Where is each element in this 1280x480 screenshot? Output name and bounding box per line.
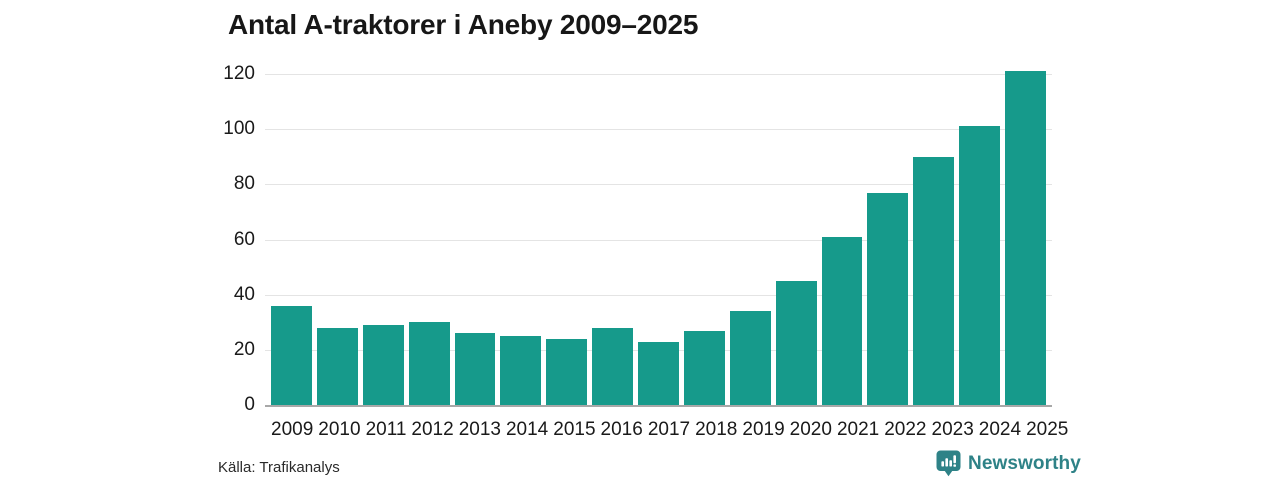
chart-title: Antal A-traktorer i Aneby 2009–2025 [228, 9, 699, 40]
x-tick-label-2016: 2016 [600, 419, 643, 440]
x-tick-label-2012: 2012 [411, 419, 454, 440]
plot-area [265, 71, 1052, 405]
source-note: Källa: Trafikanalys [218, 459, 340, 476]
gridline-120 [265, 74, 1052, 75]
bar-2015 [546, 338, 588, 405]
bar-2017 [638, 341, 679, 405]
x-tick-label-2013: 2013 [458, 419, 501, 440]
x-tick-label-2014: 2014 [505, 419, 549, 440]
x-tick-label-2020: 2020 [789, 419, 832, 440]
bar-2021 [821, 236, 863, 405]
x-tick-label-2023: 2023 [931, 419, 974, 440]
bar-2020 [775, 280, 817, 405]
bar-2025 [1005, 71, 1046, 405]
y-tick-label-60: 60 [233, 228, 255, 250]
bar-2022 [867, 192, 909, 405]
brand-logo: Newsworthy [936, 450, 1081, 477]
y-tick-label-80: 80 [233, 173, 255, 195]
x-tick-label-2011: 2011 [365, 419, 407, 440]
bar-2018 [683, 330, 725, 405]
bar-2023 [913, 156, 955, 405]
bar-2011 [362, 325, 404, 405]
bars-layer [265, 71, 1052, 405]
bar-2016 [592, 327, 633, 405]
gridline-80 [265, 184, 1052, 186]
x-axis: 2009 2010 2011 2012 2013 2014 2015 2016 2017 2018… [265, 418, 1068, 442]
bar-2012 [408, 322, 450, 405]
gridline-100 [265, 129, 1052, 131]
y-tick-label-20: 20 [233, 338, 255, 360]
newsworthy-logo-icon [936, 450, 961, 477]
x-tick-label-2009: 2009 [271, 419, 314, 440]
gridline-60 [265, 239, 1052, 241]
x-tick-label-2015: 2015 [553, 419, 596, 440]
y-tick-label-120: 120 [223, 63, 255, 84]
x-tick-label-2010: 2010 [318, 419, 361, 440]
bar-2010 [316, 327, 358, 405]
gridline-40 [265, 294, 1052, 296]
x-tick-label-2021: 2021 [836, 419, 880, 440]
x-tick-label-2018: 2018 [695, 419, 738, 440]
bar-2009 [271, 305, 312, 405]
x-tick-label-2024: 2024 [978, 419, 1022, 440]
brand-name: Newsworthy [968, 452, 1081, 474]
x-axis-line [265, 405, 1052, 407]
y-tick-label-40: 40 [233, 283, 255, 305]
x-tick-label-2022: 2022 [884, 419, 927, 440]
bar-2014 [500, 336, 542, 405]
x-tick-label-2017: 2017 [647, 419, 691, 440]
bar-2024 [959, 126, 1000, 405]
bar-2019 [729, 311, 771, 405]
y-tick-label-0: 0 [244, 394, 255, 415]
y-tick-label-100: 100 [223, 118, 255, 140]
x-tick-label-2025: 2025 [1026, 419, 1069, 440]
bar-2013 [454, 333, 496, 405]
x-tick-label-2019: 2019 [742, 419, 785, 440]
